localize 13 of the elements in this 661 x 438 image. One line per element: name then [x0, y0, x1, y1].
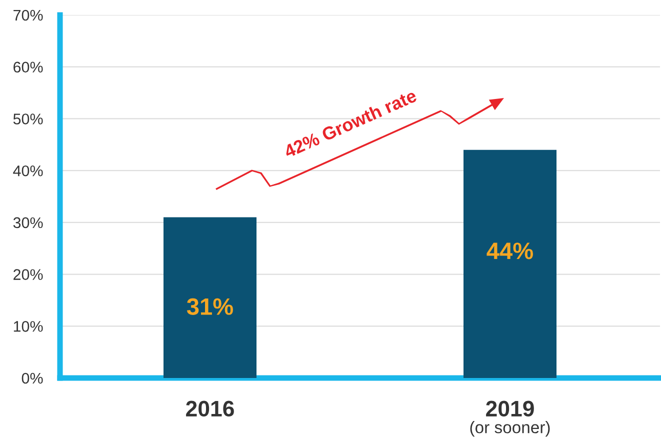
y-tick-label: 20% [14, 269, 43, 280]
y-tick-label: 70% [14, 10, 43, 21]
y-tick-label: 60% [14, 62, 43, 73]
text: (or sooner) [470, 421, 550, 437]
x-tick-label: 2019 [486, 400, 534, 417]
y-tick-label: 0% [22, 372, 43, 384]
y-tick-label: 10% [14, 321, 43, 332]
x-tick-label: 2016 [186, 400, 234, 417]
data-label: 44% [486, 242, 534, 260]
y-tick-label: 50% [13, 114, 43, 124]
data-label: 31% [186, 298, 234, 315]
y-tick-label: 30% [13, 217, 43, 228]
y-tick-label: 40% [13, 165, 43, 176]
